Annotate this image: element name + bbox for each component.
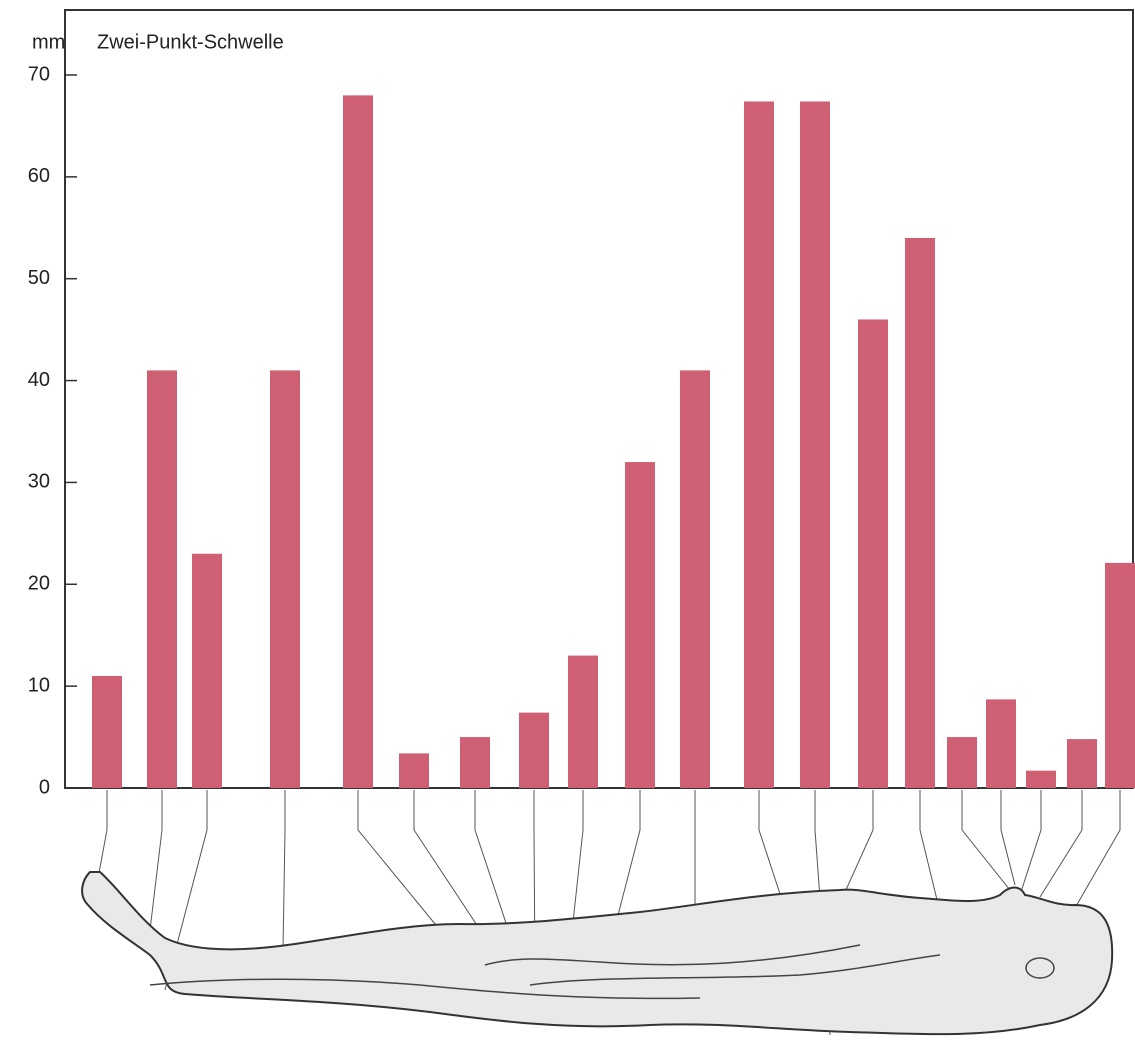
body-illustration <box>82 872 1112 1034</box>
chart: mm Zwei-Punkt-Schwelle 0 10 20 30 40 50 60 70 <box>0 0 1135 1043</box>
body-outline <box>82 872 1112 1034</box>
plot-frame <box>65 10 1133 788</box>
bar <box>947 737 977 788</box>
bar <box>858 319 888 788</box>
bar <box>270 370 300 788</box>
y-tick-label: 70 <box>28 63 50 85</box>
leader-line <box>1040 790 1082 897</box>
y-tick-label: 30 <box>28 471 50 493</box>
bar <box>986 699 1016 788</box>
bar <box>680 370 710 788</box>
y-tick-label: 0 <box>39 776 50 798</box>
leader-line <box>1001 790 1015 885</box>
chart-title: Zwei-Punkt-Schwelle <box>97 31 284 53</box>
leader-line <box>845 790 873 892</box>
bar <box>92 676 122 788</box>
bar <box>343 95 373 788</box>
y-tick-label: 10 <box>28 674 50 696</box>
bar <box>744 101 774 788</box>
bar <box>460 737 490 788</box>
bar <box>800 101 830 788</box>
bar <box>147 370 177 788</box>
y-tick-label: 50 <box>28 267 50 289</box>
y-tick-label: 40 <box>28 369 50 391</box>
bar <box>1026 771 1056 788</box>
bar <box>1105 563 1135 788</box>
bar <box>519 713 549 788</box>
y-tick-label: 60 <box>28 165 50 187</box>
bar <box>568 656 598 788</box>
bar <box>399 753 429 788</box>
bar <box>905 238 935 788</box>
bar <box>192 554 222 788</box>
y-axis-label: mm <box>32 31 65 53</box>
bar <box>1067 739 1097 788</box>
leader-line <box>962 790 1010 890</box>
y-tick-label: 20 <box>28 573 50 595</box>
leader-line <box>98 790 107 878</box>
bar <box>625 462 655 788</box>
leader-line <box>283 790 285 950</box>
leader-line <box>150 790 162 930</box>
leader-line <box>1020 790 1041 895</box>
leader-line <box>358 790 440 930</box>
